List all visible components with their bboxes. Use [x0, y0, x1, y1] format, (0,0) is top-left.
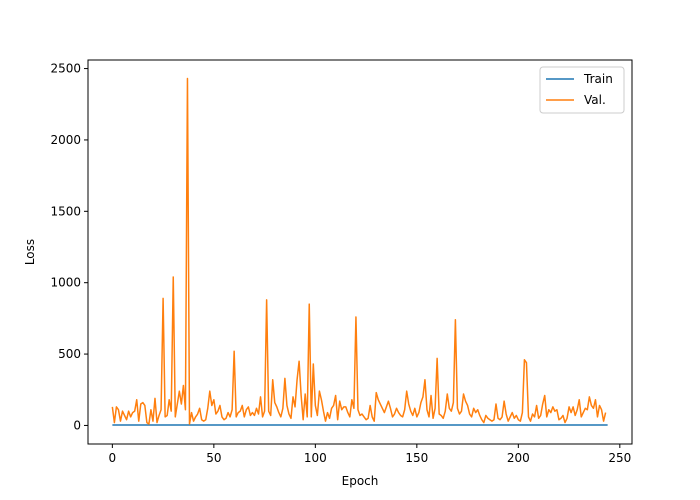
y-axis-title: Loss — [23, 239, 37, 265]
y-tick-label: 2500 — [50, 62, 81, 76]
x-axis: 0 50 100 150 200 250 — [109, 444, 631, 465]
y-axis: 0 500 1000 1500 2000 2500 — [50, 62, 88, 432]
x-tick-label: 250 — [608, 451, 631, 465]
y-tick-label: 2000 — [50, 133, 81, 147]
legend: Train Val. — [539, 66, 625, 114]
y-tick-label: 1500 — [50, 204, 81, 218]
y-tick-label: 500 — [58, 347, 81, 361]
legend-label: Train — [583, 72, 613, 86]
plot-frame — [87, 59, 633, 445]
y-tick-label: 1000 — [50, 276, 81, 290]
x-axis-title: Epoch — [342, 474, 379, 488]
y-tick-label: 0 — [73, 418, 81, 432]
legend-label: Val. — [584, 93, 606, 107]
x-tick-label: 100 — [304, 451, 327, 465]
x-tick-label: 50 — [206, 451, 221, 465]
plot-area — [111, 77, 608, 426]
x-tick-label: 200 — [507, 451, 530, 465]
x-tick-label: 0 — [109, 451, 117, 465]
series-line-val — [111, 77, 607, 425]
x-tick-label: 150 — [405, 451, 428, 465]
